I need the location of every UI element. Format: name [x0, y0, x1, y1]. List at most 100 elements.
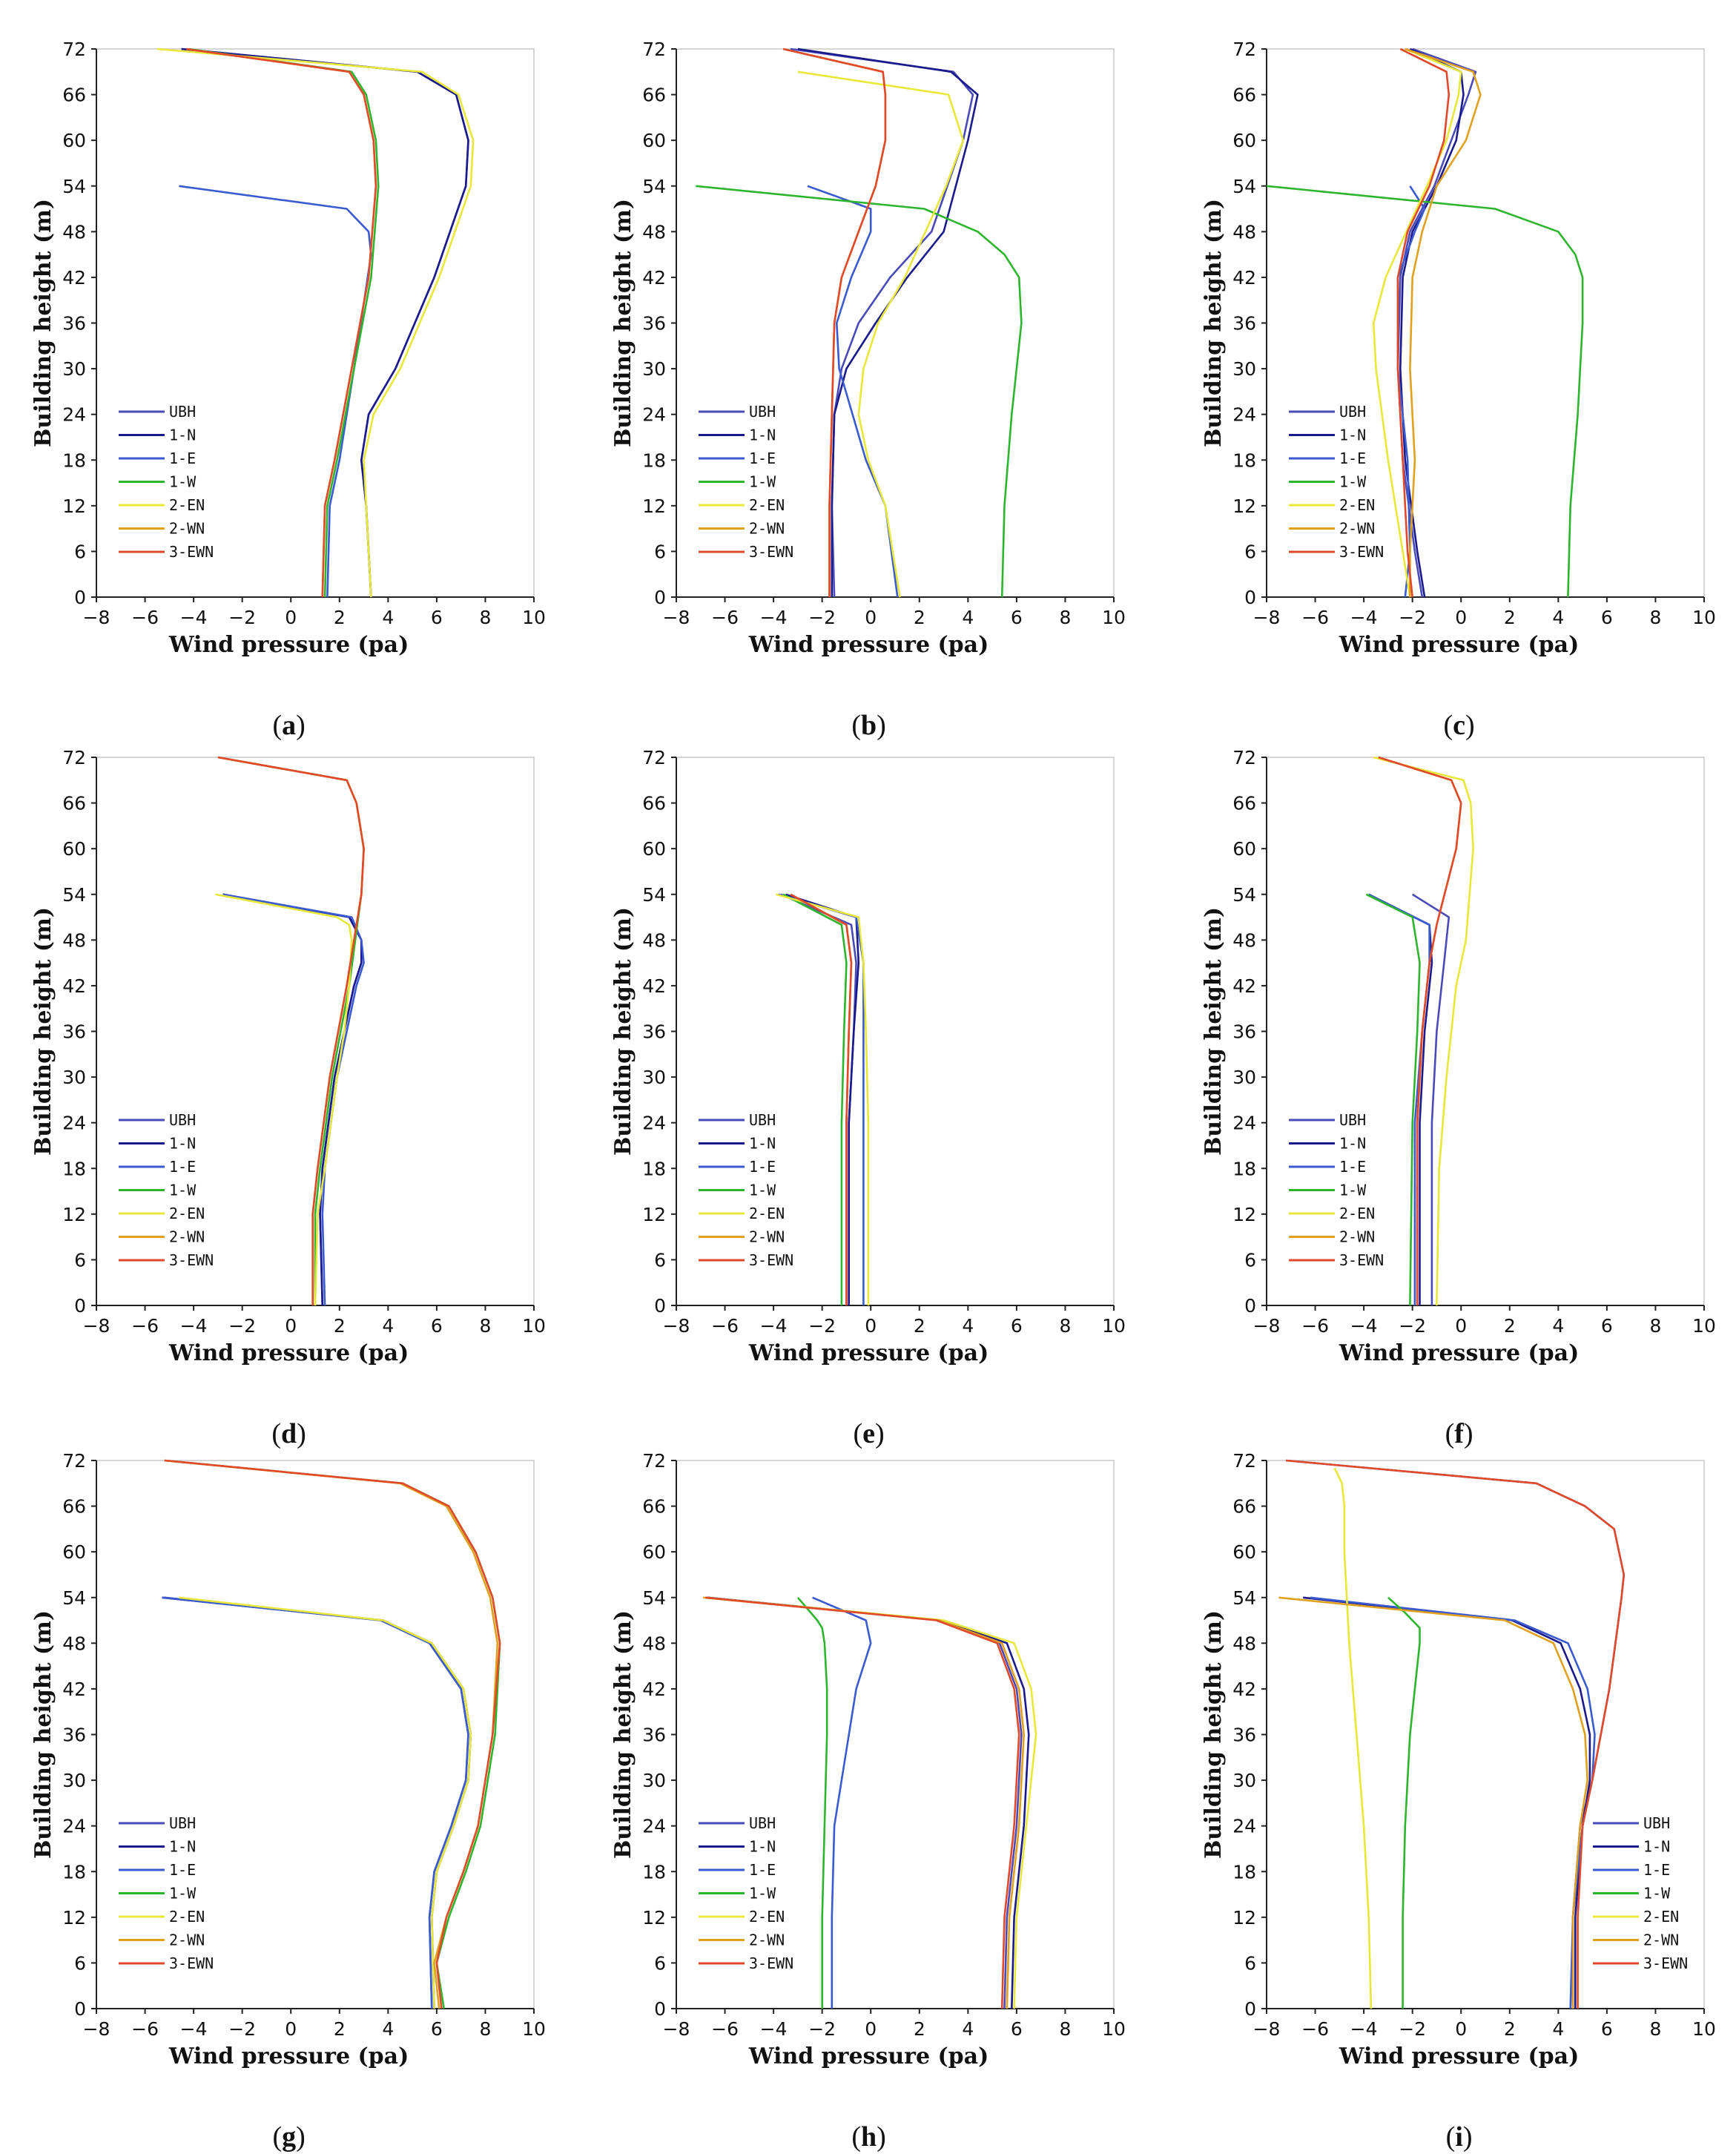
legend-label-2-EN: 2-EN: [169, 1908, 205, 1926]
series-line-2-EN: [1372, 47, 1462, 598]
plot-frame: [1266, 1460, 1705, 2009]
x-tick-label: −8: [83, 1315, 110, 1337]
legend-label-2-WN: 2-WN: [749, 1931, 785, 1949]
y-tick-label: 6: [74, 541, 86, 562]
y-tick-label: 72: [642, 747, 666, 768]
y-tick-label: 60: [642, 1541, 666, 1563]
legend-label-3-EWN: 3-EWN: [749, 1251, 793, 1269]
x-tick-label: −2: [808, 1315, 836, 1337]
series-line-1-W: [782, 893, 848, 1305]
y-tick-label: 54: [62, 176, 86, 197]
x-tick-label: −8: [83, 2018, 110, 2040]
y-tick-label: 54: [642, 176, 666, 197]
panel-caption: (f): [1445, 1418, 1473, 1449]
x-tick-label: 2: [1504, 607, 1516, 628]
x-axis-title: Wind pressure (pa): [1339, 2043, 1579, 2069]
plot-frame: [1266, 48, 1705, 598]
legend-label-UBH: UBH: [1339, 403, 1366, 421]
series-line-1-N: [162, 1596, 472, 2009]
y-tick-label: 48: [1232, 929, 1256, 951]
x-tick-label: −4: [1350, 2018, 1378, 2040]
legend-label-1-N: 1-N: [749, 1135, 776, 1153]
legend-label-1-W: 1-W: [1339, 1182, 1367, 1199]
y-tick-label: 42: [62, 975, 86, 997]
y-tick-label: 0: [1244, 587, 1256, 608]
x-axis-title: Wind pressure (pa): [1339, 1340, 1579, 1366]
x-tick-label: 4: [382, 2018, 394, 2040]
x-tick-label: 6: [1601, 1315, 1613, 1337]
x-tick-label: 0: [865, 2018, 877, 2040]
legend-label-1-W: 1-W: [749, 1885, 776, 1903]
series-line-1-W: [796, 1596, 828, 2009]
x-tick-label: 0: [865, 1315, 877, 1337]
x-tick-label: 8: [1649, 1315, 1661, 1337]
y-tick-label: 42: [62, 267, 86, 289]
series-line-1-E: [1310, 1596, 1596, 2009]
x-tick-label: 10: [1692, 1315, 1716, 1337]
x-tick-label: −2: [808, 607, 836, 628]
y-tick-label: 72: [62, 747, 86, 768]
x-tick-label: 10: [1692, 607, 1716, 628]
series-line-2-EN: [179, 1596, 472, 2009]
x-tick-label: −8: [663, 607, 690, 628]
legend-label-2-EN: 2-EN: [1339, 496, 1375, 514]
x-tick-label: 6: [1011, 1315, 1023, 1337]
y-tick-label: 12: [62, 1907, 86, 1929]
x-tick-label: 6: [431, 607, 443, 628]
legend-label-1-N: 1-N: [169, 1135, 196, 1153]
y-tick-label: 12: [1232, 495, 1256, 517]
legend-label-2-EN: 2-EN: [1643, 1908, 1679, 1926]
panel-caption: (a): [272, 710, 305, 741]
legend-label-2-WN: 2-WN: [749, 520, 785, 538]
y-tick-label: 72: [1232, 39, 1256, 60]
legend-label-UBH: UBH: [1339, 1111, 1366, 1129]
y-tick-label: 54: [1232, 176, 1256, 197]
legend-label-2-WN: 2-WN: [1339, 520, 1375, 538]
series-line-UBH: [790, 47, 974, 598]
y-tick-label: 36: [62, 313, 86, 335]
x-tick-label: −8: [1253, 1315, 1281, 1337]
x-axis-title: Wind pressure (pa): [748, 2043, 989, 2069]
legend-label-UBH: UBH: [749, 1111, 776, 1129]
series-line-1-E: [179, 185, 372, 598]
y-tick-label: 48: [1232, 1633, 1256, 1654]
series-line-UBH: [1412, 893, 1450, 1305]
legend-label-1-E: 1-E: [169, 1158, 196, 1176]
y-tick-label: 48: [1232, 221, 1256, 243]
x-tick-label: 4: [382, 1315, 394, 1337]
legend-label-1-E: 1-E: [1339, 449, 1366, 467]
x-tick-label: 8: [479, 2018, 491, 2040]
series-line-1-E: [162, 1596, 469, 2009]
legend-label-UBH: UBH: [1643, 1814, 1670, 1832]
y-tick-label: 48: [642, 221, 666, 243]
y-tick-label: 0: [1244, 1998, 1256, 2020]
x-tick-label: 4: [1552, 2018, 1564, 2040]
x-tick-label: −2: [1399, 1315, 1426, 1337]
series-line-2-EN: [215, 893, 353, 1306]
plot-frame: [676, 48, 1115, 598]
y-tick-label: 6: [1244, 1249, 1256, 1271]
y-tick-label: 24: [62, 404, 86, 426]
y-tick-label: 36: [642, 313, 666, 335]
series-line-1-W: [1365, 893, 1421, 1306]
series-line-3-EWN: [217, 756, 365, 1305]
y-tick-label: 48: [642, 929, 666, 951]
x-tick-label: −8: [663, 2018, 690, 2040]
y-tick-label: 42: [1232, 975, 1256, 997]
series-line-3-EWN: [790, 893, 853, 1305]
plot-frame: [1266, 757, 1705, 1306]
x-tick-label: 8: [1649, 607, 1661, 628]
legend-label-2-EN: 2-EN: [749, 1908, 785, 1926]
y-tick-label: 30: [1232, 1067, 1256, 1088]
x-tick-label: 2: [334, 1315, 346, 1337]
y-tick-label: 18: [1232, 449, 1256, 471]
x-axis-title: Wind pressure (pa): [168, 2043, 409, 2069]
series-line-2-WN: [1405, 47, 1482, 597]
legend-label-3-EWN: 3-EWN: [749, 543, 793, 561]
y-tick-label: 66: [642, 1496, 666, 1518]
y-tick-label: 18: [642, 1158, 666, 1179]
y-tick-label: 72: [642, 1450, 666, 1472]
legend-label-3-EWN: 3-EWN: [169, 1251, 214, 1269]
